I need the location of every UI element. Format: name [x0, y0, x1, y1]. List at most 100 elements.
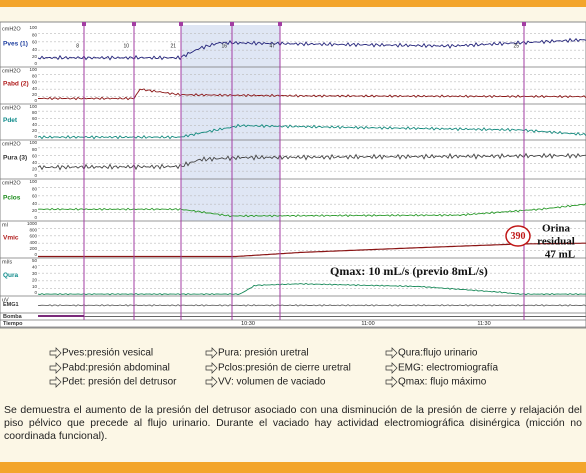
scale-label: 400: [29, 240, 37, 245]
channel-label: Tiempo: [3, 321, 23, 327]
channel-label: EMG1: [3, 302, 19, 308]
scale-label: 80: [32, 110, 38, 115]
event-flag: [82, 22, 86, 26]
event-flag: [522, 22, 526, 26]
scale-label: 60: [32, 116, 38, 121]
chart-area: [0, 21, 586, 329]
event-flag: [278, 22, 282, 26]
scale-label: 0: [34, 61, 37, 66]
legend-item: Pclos:presión de cierre uretral: [218, 363, 351, 374]
scale-label: 0: [34, 98, 37, 103]
scale-label: 80: [32, 147, 38, 152]
channel-label: Pabd (2): [3, 80, 29, 87]
channel-label: Pclos: [3, 195, 21, 202]
scale-label: 100: [29, 140, 37, 145]
marker-value: 47: [269, 43, 275, 49]
time-label: 11:00: [361, 321, 374, 327]
legend-item: VV: volumen de vaciado: [218, 377, 326, 388]
legend-arrow: [205, 362, 218, 374]
legend-arrow: [385, 376, 398, 388]
unit: ml: [2, 222, 8, 228]
top-band: [0, 0, 586, 7]
legend-item: Qmax: flujo máximo: [398, 377, 487, 388]
scale-label: 40: [32, 47, 38, 52]
scale-label: 80: [32, 32, 38, 37]
qmax-note: Qmax: 10 mL/s (previo 8mL/s): [330, 264, 488, 278]
unit: cmH2O: [2, 68, 21, 74]
trace: [38, 88, 586, 101]
scale-label: 20: [32, 277, 38, 282]
trace: [37, 37, 586, 61]
trace: [37, 304, 586, 307]
scale-label: 0: [34, 134, 37, 139]
legend-item: Pves:presión vesical: [62, 348, 153, 359]
residual-note: 47 mL: [545, 249, 575, 261]
circle-mark: [505, 225, 531, 247]
legend-arrow: [49, 362, 62, 374]
unit: cmH2O: [2, 141, 21, 147]
scale-label: 0: [34, 290, 37, 295]
scale-label: 60: [32, 40, 38, 45]
bottom-band: [0, 462, 586, 473]
scale-label: 0: [34, 215, 37, 220]
channel-label: Vmic: [3, 234, 19, 241]
scale-label: 40: [32, 201, 38, 206]
scale-label: 60: [32, 153, 38, 158]
event-flag: [230, 22, 234, 26]
legend-item: EMG: electromiografía: [398, 363, 498, 374]
trace: [38, 242, 586, 258]
legend-item: Pdet: presión del detrusor: [62, 377, 177, 388]
trace: [37, 123, 586, 140]
residual-note: Orina: [542, 223, 571, 235]
scale-label: 40: [32, 122, 38, 127]
legend-item: Pabd:presión abdominal: [62, 363, 170, 374]
circled-value: 390: [511, 231, 526, 242]
scale-label: 100: [29, 25, 37, 30]
scale-label: 80: [32, 73, 38, 78]
legend-item: Pura: presión uretral: [218, 348, 309, 359]
trace: [37, 152, 586, 171]
scale-label: 20: [32, 54, 38, 59]
scale-label: 20: [32, 128, 38, 133]
unit: ml/s: [2, 259, 12, 265]
channel-label: Pura (3): [3, 154, 27, 161]
marker-value: 16: [221, 43, 227, 49]
unit: cmH2O: [2, 180, 21, 186]
scale-label: 40: [32, 265, 38, 270]
scale-label: 100: [29, 179, 37, 184]
scale-label: 50: [32, 258, 38, 263]
legend-arrow: [205, 376, 218, 388]
void-shade: [181, 25, 280, 221]
event-flag: [179, 22, 183, 26]
event-flag: [132, 22, 136, 26]
scale-label: 20: [32, 208, 38, 213]
legend-item: Qura:flujo urinario: [398, 348, 478, 359]
caption: Se demuestra el aumento de la presión de…: [4, 404, 582, 442]
scale-label: 20: [32, 92, 38, 97]
scale-label: 1000: [27, 221, 38, 226]
scale-label: 100: [29, 104, 37, 109]
scale-label: 800: [29, 227, 37, 232]
trace: [37, 202, 586, 218]
legend-arrow: [49, 376, 62, 388]
legend-arrow: [385, 362, 398, 374]
time-label: 11:30: [477, 321, 490, 327]
channel-label: Pves (1): [3, 41, 28, 48]
marker-value: 21: [170, 43, 176, 49]
scale-label: 200: [29, 246, 37, 251]
scale-label: 40: [32, 160, 38, 165]
scale-label: 60: [32, 80, 38, 85]
legend-arrow: [205, 347, 218, 359]
scale-label: 10: [32, 284, 38, 289]
scale-label: 0: [34, 173, 37, 178]
channel-label: Qura: [3, 272, 19, 279]
channel-label: Bomba: [3, 314, 23, 320]
scale-label: 60: [32, 194, 38, 199]
residual-note: residual: [537, 236, 575, 248]
channel-label: Pdet: [3, 117, 18, 124]
scale-label: 100: [29, 67, 37, 72]
time-label: 10:30: [241, 321, 255, 327]
unit: cmH2O: [2, 26, 21, 32]
